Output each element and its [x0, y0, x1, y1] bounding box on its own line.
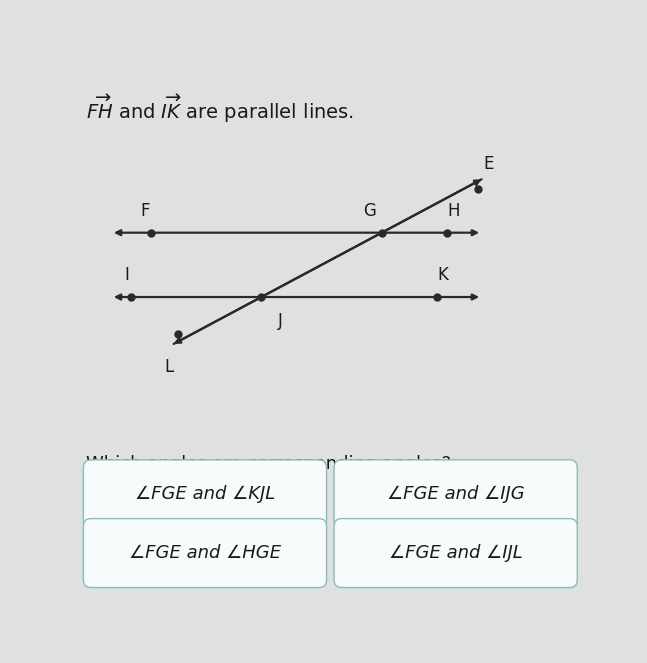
Text: I: I [125, 267, 129, 284]
Text: ∠FGE and ∠IJG: ∠FGE and ∠IJG [387, 485, 525, 503]
Text: ∠FGE and ∠KJL: ∠FGE and ∠KJL [135, 485, 275, 503]
Text: E: E [484, 155, 494, 173]
Text: ∠FGE and ∠IJL: ∠FGE and ∠IJL [389, 544, 523, 562]
Text: F: F [140, 202, 149, 220]
Text: Which angles are corresponding angles?: Which angles are corresponding angles? [86, 455, 451, 473]
FancyBboxPatch shape [83, 518, 327, 587]
FancyBboxPatch shape [334, 460, 577, 529]
Text: K: K [438, 267, 448, 284]
Text: H: H [447, 202, 459, 220]
Text: J: J [278, 312, 283, 330]
Text: L: L [165, 358, 174, 376]
FancyBboxPatch shape [334, 518, 577, 587]
Text: ∠FGE and ∠HGE: ∠FGE and ∠HGE [129, 544, 281, 562]
Text: G: G [363, 202, 376, 220]
FancyBboxPatch shape [83, 460, 327, 529]
Text: $\overrightarrow{FH}$ and $\overrightarrow{IK}$ are parallel lines.: $\overrightarrow{FH}$ and $\overrightarr… [86, 92, 354, 125]
